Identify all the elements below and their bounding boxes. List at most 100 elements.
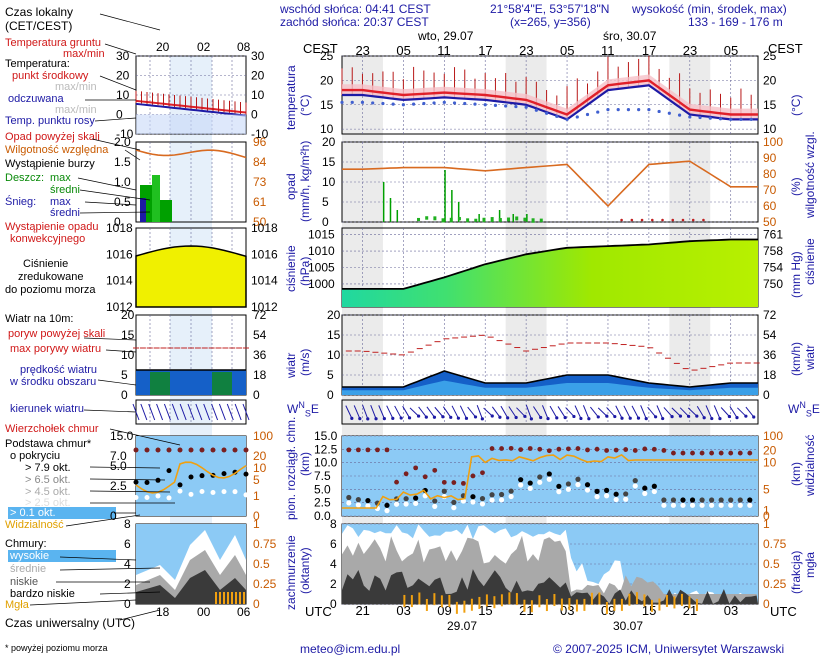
hum-tick-80: 80 [763, 167, 777, 181]
wind-arrow-head [498, 415, 502, 419]
rain-bar [396, 210, 399, 222]
small-wind-arrow [211, 403, 219, 421]
wind-arrow-head [563, 415, 567, 420]
cloud-base-dot [670, 497, 677, 503]
cloud-base-dot [718, 497, 724, 503]
small-cover-low [136, 570, 246, 604]
small-temp-tick-30: 30 [116, 49, 130, 63]
wind-arrow [671, 407, 681, 417]
wind-arrow [500, 405, 509, 419]
legend-rain: Deszcz: [5, 172, 45, 184]
small-night-band [170, 56, 212, 604]
dew-point-dot [596, 110, 600, 114]
wind-arrow-head [727, 414, 731, 419]
fog-bar [553, 594, 556, 607]
pressure-line [342, 238, 758, 290]
fog-bar [620, 598, 623, 611]
small-cloud-base-dot2 [188, 491, 194, 497]
cloud-base-dot [623, 491, 629, 497]
cloud-top-dot [575, 446, 581, 451]
wind-area-inner [342, 380, 758, 395]
fog-tick-0.75: 0.75 [763, 537, 787, 551]
night-band [342, 56, 383, 604]
wind-arrow-head [752, 415, 756, 419]
legend-snow: Śnieg: [5, 196, 37, 208]
small-temp-tick-0: 0 [116, 108, 123, 122]
dew-point-dot [708, 116, 712, 120]
cloud-base-dot [709, 497, 715, 503]
cloud-base-dot-light [384, 508, 390, 514]
wind-arrow [533, 406, 542, 418]
dew-point-dot [432, 101, 436, 105]
cloud-top-dot [546, 448, 552, 454]
small-cover-tick-6: 6 [124, 537, 131, 551]
wind-arrow-head [529, 417, 533, 421]
wind-arrow-head [506, 416, 510, 420]
wind-arrow [476, 404, 483, 420]
top-hour-23: 23 [355, 43, 369, 58]
cloud-top-dot [394, 479, 399, 485]
small-wind-arrow [179, 403, 187, 421]
small-cover-tick-2: 2 [124, 577, 131, 591]
cloud-base-dot [527, 480, 533, 486]
small-cloud-tick-5.0: 5.0 [110, 459, 127, 473]
sunset-text: zachód słońca: 20:37 CEST [280, 15, 429, 29]
pres-tick-right-758: 758 [763, 244, 783, 258]
dew-point-dot [422, 101, 426, 106]
small-cloud-top-dot [199, 447, 205, 453]
legend-fog: Mgła [5, 599, 29, 611]
cloud-base-dot [699, 497, 705, 503]
small-cloud-base-dot [133, 479, 139, 485]
wind-arrow [713, 405, 721, 419]
day2-label: śro, 30.07 [603, 29, 657, 43]
vis-tick-20: 20 [763, 443, 777, 457]
rain-bar [498, 210, 501, 222]
small-cloud-base-dot [243, 471, 249, 477]
cloud-base-dot-light [604, 493, 610, 499]
cloud-base-dot [365, 497, 371, 504]
cloud-base-dot-light [479, 501, 486, 507]
small-vis-tick-1: 1 [253, 489, 260, 503]
small-cloud-base-dot2 [166, 495, 172, 501]
precip-tick-0: 0 [322, 215, 329, 229]
wind-arrow-head [399, 416, 403, 420]
rain-bar [451, 190, 453, 222]
vis-tick-0: 0 [763, 509, 770, 523]
convective-dot [650, 218, 654, 222]
temp-tick-left-20: 20 [320, 73, 334, 87]
legend-wind-speed: prędkość wiatru [20, 364, 98, 376]
small-wind-tick-15: 15 [121, 328, 135, 342]
footer-email[interactable]: meteo@icm.edu.pl [300, 642, 401, 656]
dew-point-dot [637, 108, 641, 112]
fog-bar [463, 600, 466, 613]
dew-point-dot [412, 102, 416, 106]
wind-arrow [705, 405, 713, 419]
cloud-base-dot-light [508, 493, 514, 500]
small-pres-tick-right-1012: 1012 [251, 300, 278, 314]
fog-bar [583, 598, 586, 611]
small-snow [140, 198, 146, 222]
dew-point-dot [739, 117, 743, 121]
cloud-top-dot [632, 448, 638, 453]
dew-point-dot [565, 117, 569, 121]
coordinates-text: 21°58'4"E, 53°57'18"N [490, 2, 610, 16]
cloud-base-dot [355, 497, 361, 503]
rain-mean-bar [531, 218, 535, 223]
small-fog-tick-0: 0 [253, 597, 260, 611]
small-fog-bar [243, 592, 245, 604]
cloud-base-dot [403, 496, 409, 502]
cloud-base-dot [689, 497, 696, 503]
small-cloud-tick-0: 0 [110, 509, 117, 523]
small-cloud-base-dot [188, 474, 194, 480]
legend-wind-at: Wiatr na 10m: [5, 313, 74, 325]
legend-pointer [65, 514, 141, 527]
fog-bar [500, 594, 503, 607]
fog-bar [470, 598, 473, 611]
legend-felt-maxmin: max/min [55, 104, 97, 116]
small-cloud-base-dot2 [221, 489, 227, 495]
fog-bar [635, 592, 638, 605]
legend-rain-mean: średni [50, 184, 80, 196]
wind-arrow-head [744, 414, 748, 418]
cloud-base-dot [518, 477, 524, 483]
small-wind-tick-right-36: 36 [253, 348, 267, 362]
